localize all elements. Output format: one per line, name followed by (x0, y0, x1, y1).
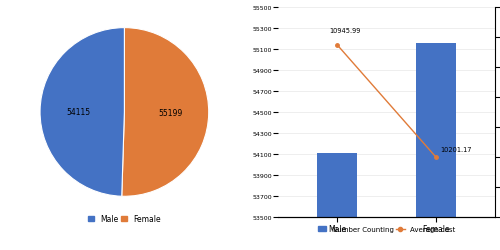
Wedge shape (122, 28, 208, 196)
Text: 10945.99: 10945.99 (329, 28, 360, 34)
Legend: Male, Female: Male, Female (84, 211, 164, 226)
Legend: Number Counting, Average cost: Number Counting, Average cost (315, 224, 458, 235)
Text: 10201.17: 10201.17 (440, 146, 472, 152)
Bar (318, 154, 357, 250)
Wedge shape (40, 28, 124, 196)
Bar (416, 44, 456, 250)
Text: 54115: 54115 (66, 107, 90, 116)
Text: 55199: 55199 (158, 109, 183, 118)
